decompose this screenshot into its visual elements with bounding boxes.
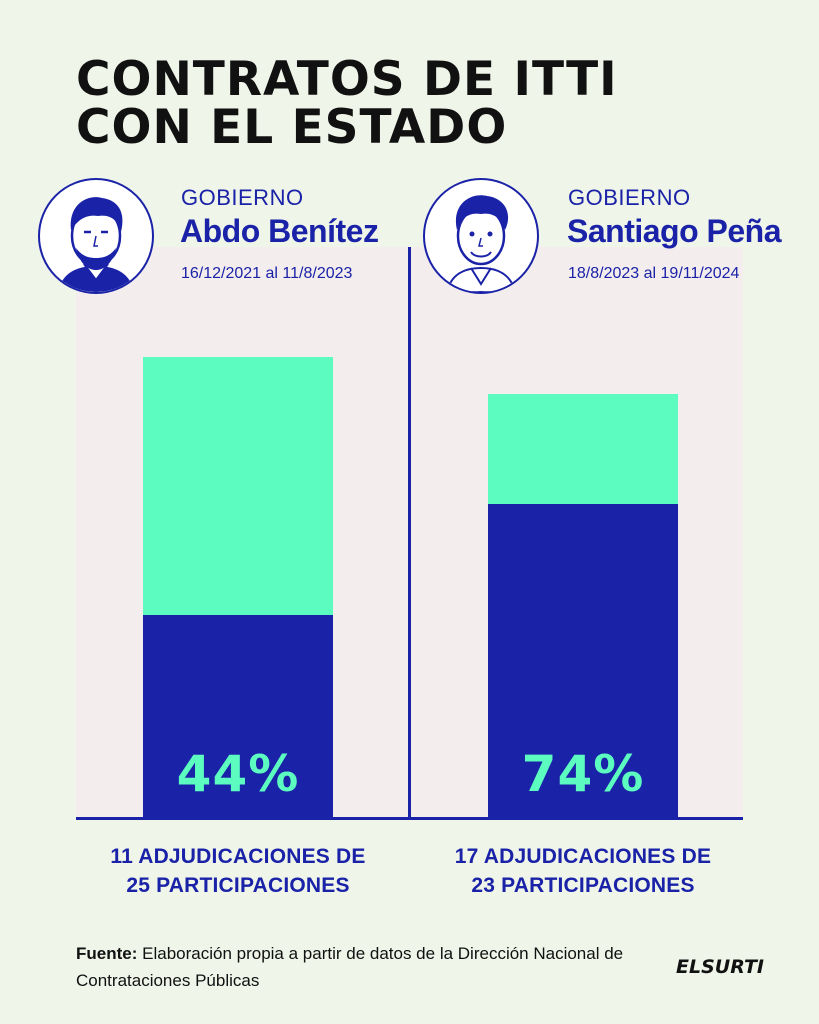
gov-dates-abdo: 16/12/2021 al 11/8/2023 [181,265,353,282]
chart-baseline [76,817,743,820]
gov-dates-pena: 18/8/2023 al 19/11/2024 [568,265,740,282]
bar-remaining-2 [488,394,678,505]
bar-awarded-1 [143,614,333,817]
caption-abdo: 11 ADJUDICACIONES DE 25 PARTICIPACIONES [78,842,398,900]
source-text: Elaboración propia a partir de datos de … [76,944,624,990]
gov-name-pena: Santiago Peña [567,213,782,249]
portrait-pena-icon [445,195,517,292]
caption-pena-line-2: 23 PARTICIPACIONES [471,874,695,897]
caption-abdo-line-2: 25 PARTICIPACIONES [126,874,350,897]
bar-remaining-1 [143,357,333,615]
title-line-2: CON EL ESTADO [76,100,508,155]
source-note: Fuente: Elaboración propia a partir de d… [76,940,636,994]
gov-label-abdo: GOBIERNO [181,185,304,210]
title-line-1: CONTRATOS DE ITTI [76,52,618,107]
bar-awarded-2 [488,504,678,817]
portrait-abdo-icon [58,197,134,292]
source-label: Fuente: [76,944,138,963]
percent-label-2: 74% [521,745,645,803]
percent-label-1: 44% [176,745,300,803]
caption-pena-line-1: 17 ADJUDICACIONES DE [454,845,712,868]
gov-name-abdo: Abdo Benítez [180,213,379,249]
brand-logo: ELSURTI [676,956,765,978]
avatar-abdo [38,178,154,294]
caption-abdo-line-1: 11 ADJUDICACIONES DE [110,845,366,868]
avatar-pena [423,178,539,294]
panel-divider [408,247,411,819]
caption-pena: 17 ADJUDICACIONES DE 23 PARTICIPACIONES [423,842,743,900]
chart-title: CONTRATOS DE ITTI CON EL ESTADO [76,56,776,152]
gov-label-pena: GOBIERNO [568,185,691,210]
